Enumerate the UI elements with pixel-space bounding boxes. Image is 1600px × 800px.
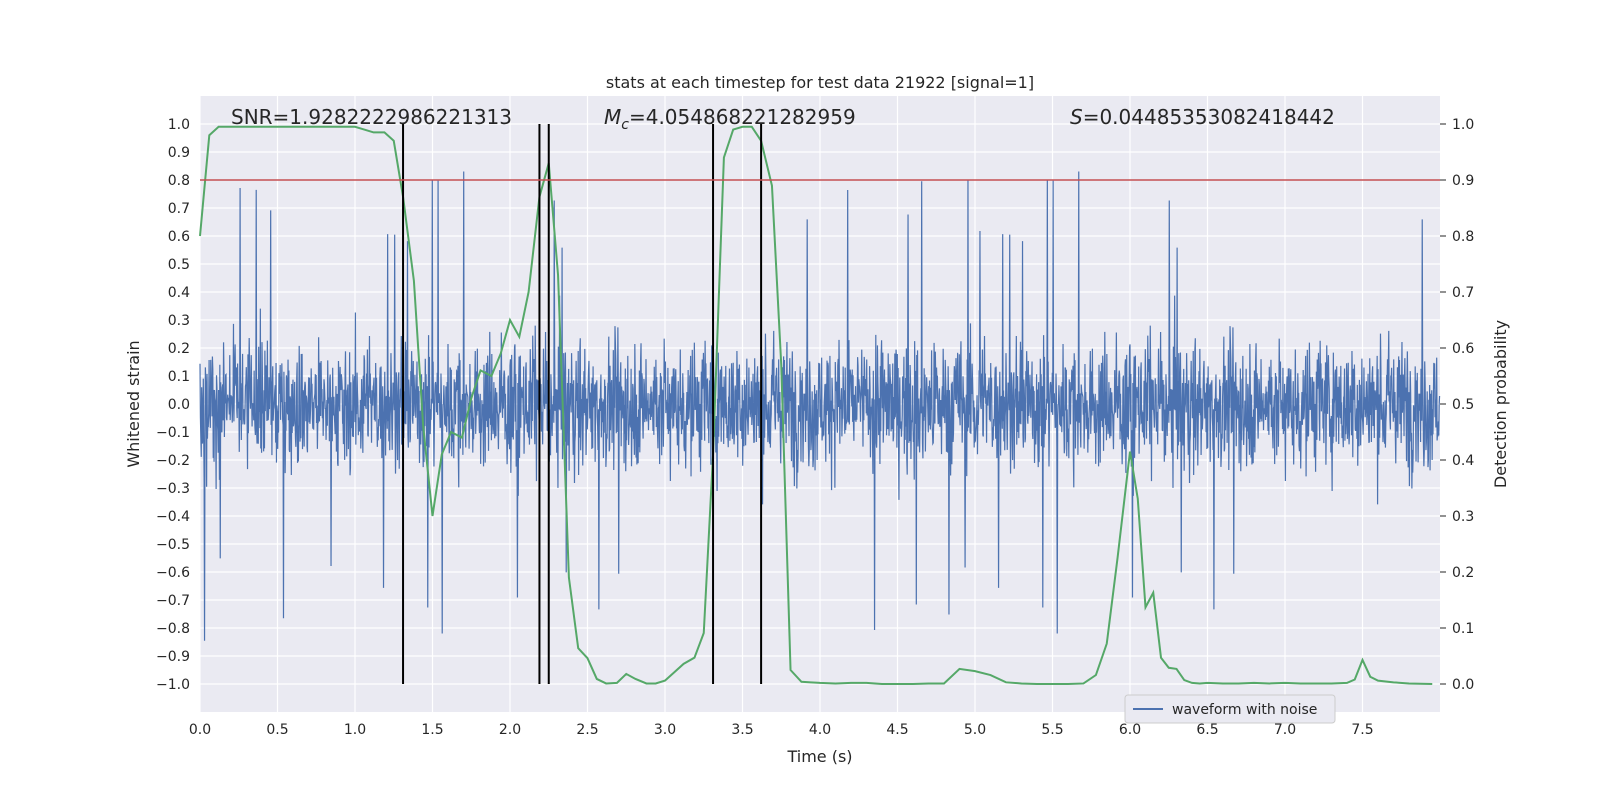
x-tick-label: 4.5	[886, 722, 908, 738]
y-tick-label: 0.3	[168, 313, 190, 329]
chart-title: stats at each timestep for test data 219…	[606, 73, 1034, 92]
y-tick-label: −0.7	[156, 593, 190, 609]
waveform-series	[199, 171, 1441, 641]
y-tick-label: 0.4	[168, 285, 190, 301]
legend-label: waveform with noise	[1172, 702, 1317, 718]
y-tick-label: −0.4	[156, 509, 190, 525]
y-right-tick-label: 0.9	[1452, 173, 1474, 189]
y-right-tick-label: 0.6	[1452, 341, 1474, 357]
x-tick-label: 2.0	[499, 722, 521, 738]
probability-series	[199, 125, 1433, 685]
legend: waveform with noise	[1124, 694, 1336, 724]
y-tick-label: 0.5	[168, 257, 190, 273]
detection-vlines	[402, 124, 763, 684]
y-tick-label: −0.1	[156, 425, 190, 441]
x-axis-label: Time (s)	[786, 747, 852, 766]
y-right-tick-label: 0.3	[1452, 509, 1474, 525]
probability-line	[199, 125, 1433, 685]
y-tick-label: 0.2	[168, 341, 190, 357]
y-tick-labels: 1.0 0.9 0.8 0.7 0.6 0.5 0.4 0.3 0.2 0.1 0.0 −0.1 −0.…	[156, 117, 190, 693]
y-tick-label: 0.1	[168, 369, 190, 385]
y-tick-label: −0.2	[156, 453, 190, 469]
y-tick-label: −0.5	[156, 537, 190, 553]
y-tick-label: 0.0	[168, 397, 190, 413]
y-tick-label: 0.6	[168, 229, 190, 245]
x-tick-label: 3.0	[654, 722, 676, 738]
x-tick-label: 0.0	[189, 722, 211, 738]
y-tick-label: 0.9	[168, 145, 190, 161]
y-right-tick-label: 1.0	[1452, 117, 1474, 133]
y-right-axis-label: Detection probability	[1491, 320, 1510, 488]
y-tick-label: −0.6	[156, 565, 190, 581]
y-right-tick-labels: 1.0 0.9 0.8 0.7 0.6 0.5 0.4 0.3 0.2 0.1 0.0	[1440, 117, 1474, 693]
x-tick-label: 6.0	[1119, 722, 1141, 738]
x-tick-labels: 0.0 0.5 1.0 1.5 2.0 2.5 3.0 3.5 4.0 4.5 5.0 5.5 6.0 6…	[189, 722, 1374, 738]
y-right-tick-label: 0.7	[1452, 285, 1474, 301]
snr-annotation: SNR=1.9282222986221313	[231, 105, 512, 129]
s-annotation: S=0.04485353082418442	[1070, 105, 1335, 129]
y-right-tick-label: 0.8	[1452, 229, 1474, 245]
x-tick-label: 2.5	[576, 722, 598, 738]
y-axis-label: Whitened strain	[124, 340, 143, 467]
waveform-line	[199, 171, 1441, 641]
x-tick-label: 5.0	[964, 722, 986, 738]
y-tick-label: 0.7	[168, 201, 190, 217]
y-right-tick-label: 0.2	[1452, 565, 1474, 581]
mc-symbol: M	[604, 105, 621, 129]
x-tick-label: 3.5	[731, 722, 753, 738]
y-tick-label: −0.3	[156, 481, 190, 497]
x-tick-label: 6.5	[1196, 722, 1218, 738]
y-right-tick-label: 0.1	[1452, 621, 1474, 637]
x-tick-label: 7.5	[1351, 722, 1373, 738]
x-tick-label: 4.0	[809, 722, 831, 738]
x-tick-label: 1.0	[344, 722, 366, 738]
y-tick-label: −0.8	[156, 621, 190, 637]
y-tick-label: 1.0	[168, 117, 190, 133]
y-right-tick-label: 0.5	[1452, 397, 1474, 413]
x-tick-label: 1.5	[421, 722, 443, 738]
y-tick-label: 0.8	[168, 173, 190, 189]
s-symbol: S	[1070, 105, 1083, 129]
y-right-tick-label: 0.4	[1452, 453, 1474, 469]
x-tick-label: 5.5	[1041, 722, 1063, 738]
y-tick-label: −0.9	[156, 649, 190, 665]
chirp-mass-annotation: Mc=4.054868221282959	[604, 105, 856, 133]
x-tick-label: 0.5	[266, 722, 288, 738]
s-value: =0.04485353082418442	[1083, 105, 1335, 129]
mc-subscript: c	[621, 117, 629, 133]
y-right-tick-label: 0.0	[1452, 677, 1474, 693]
y-tick-label: −1.0	[156, 677, 190, 693]
mc-value: =4.054868221282959	[629, 105, 856, 129]
legend-box	[1124, 694, 1336, 724]
x-tick-label: 7.0	[1274, 722, 1296, 738]
